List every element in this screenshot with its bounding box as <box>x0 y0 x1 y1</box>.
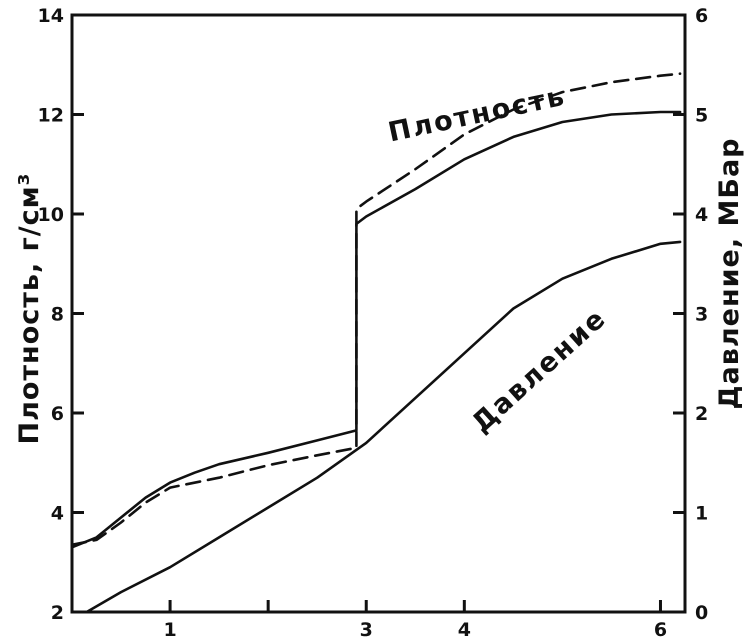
right-y-tick-label: 2 <box>695 403 708 425</box>
series-density-line <box>70 110 682 549</box>
left-y-tick-label: 4 <box>51 503 64 525</box>
right-axis-title: Давление, МБар <box>714 138 745 410</box>
left-y-tick-label: 2 <box>51 602 64 624</box>
left-y-tick-label: 14 <box>38 5 64 27</box>
series-density-dashed-line <box>70 72 682 547</box>
curve-annotation: Давление <box>466 303 613 439</box>
left-y-tick-label: 8 <box>51 304 64 326</box>
left-y-tick-label: 12 <box>38 105 64 127</box>
right-y-tick-label: 0 <box>695 602 708 624</box>
left-y-tick-label: 10 <box>38 204 64 226</box>
left-y-tick-label: 6 <box>51 403 64 425</box>
x-tick-label: 1 <box>163 619 176 641</box>
right-y-tick-label: 4 <box>695 204 708 226</box>
series-layer <box>70 72 682 614</box>
axes <box>70 13 687 614</box>
x-tick-label: 3 <box>360 619 373 641</box>
right-y-tick-label: 3 <box>695 304 708 326</box>
series-pressure-line <box>85 240 682 614</box>
right-y-tick-label: 5 <box>695 105 708 127</box>
x-tick-label: 6 <box>654 619 667 641</box>
right-y-tick-label: 6 <box>695 5 708 27</box>
right-y-tick-label: 1 <box>695 503 708 525</box>
x-tick-label: 4 <box>458 619 471 641</box>
left-axis-title: Плотность, г/см³ <box>14 172 45 444</box>
curve-annotation: Плотность <box>386 81 569 149</box>
